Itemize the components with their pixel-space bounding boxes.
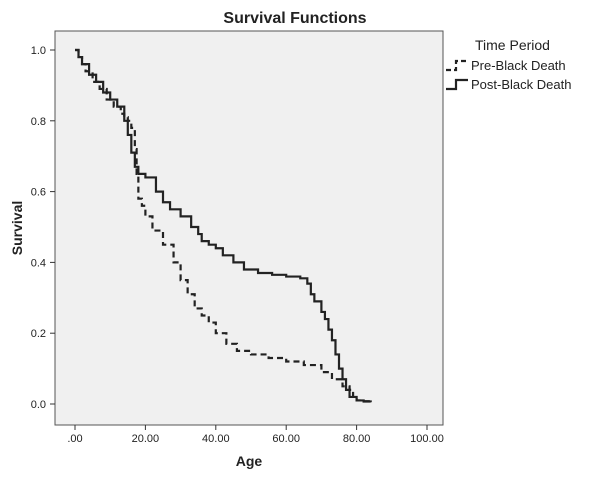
- x-axis-label: Age: [236, 453, 263, 469]
- series-layer: [75, 48, 372, 403]
- y-tick-label: 0.4: [31, 257, 46, 269]
- legend-title: Time Period: [475, 37, 550, 53]
- x-tick-label: 60.00: [272, 433, 300, 445]
- y-tick-label: 0.6: [31, 187, 46, 199]
- y-axis: 0.0 0.2 0.4 0.6 0.8 1.0: [31, 45, 55, 411]
- chart-title: Survival Functions: [223, 10, 366, 27]
- legend-symbol: [446, 59, 468, 72]
- y-tick-label: 0.2: [31, 328, 46, 340]
- legend-symbol: [446, 78, 468, 91]
- x-tick-label: 100.00: [410, 433, 444, 445]
- y-tick-label: 1.0: [31, 45, 46, 57]
- x-tick-label: 40.00: [202, 433, 230, 445]
- legend: Time Period Pre-Black Death Post-Black De…: [446, 37, 571, 92]
- x-axis: .00 20.00 40.00 60.00 80.00 100.00: [67, 425, 444, 445]
- x-tick-label: 80.00: [343, 433, 371, 445]
- legend-label: Pre-Black Death: [471, 58, 566, 73]
- legend-items: Pre-Black Death Post-Black Death: [446, 58, 571, 92]
- series-line-post-black-death: [75, 48, 372, 403]
- y-tick-label: 0.8: [31, 116, 46, 128]
- x-tick-label: .00: [67, 433, 82, 445]
- y-axis-label: Survival: [9, 201, 25, 255]
- y-tick-label: 0.0: [31, 399, 46, 411]
- plot-area: [54, 30, 444, 426]
- legend-label: Post-Black Death: [471, 77, 571, 92]
- x-tick-label: 20.00: [132, 433, 160, 445]
